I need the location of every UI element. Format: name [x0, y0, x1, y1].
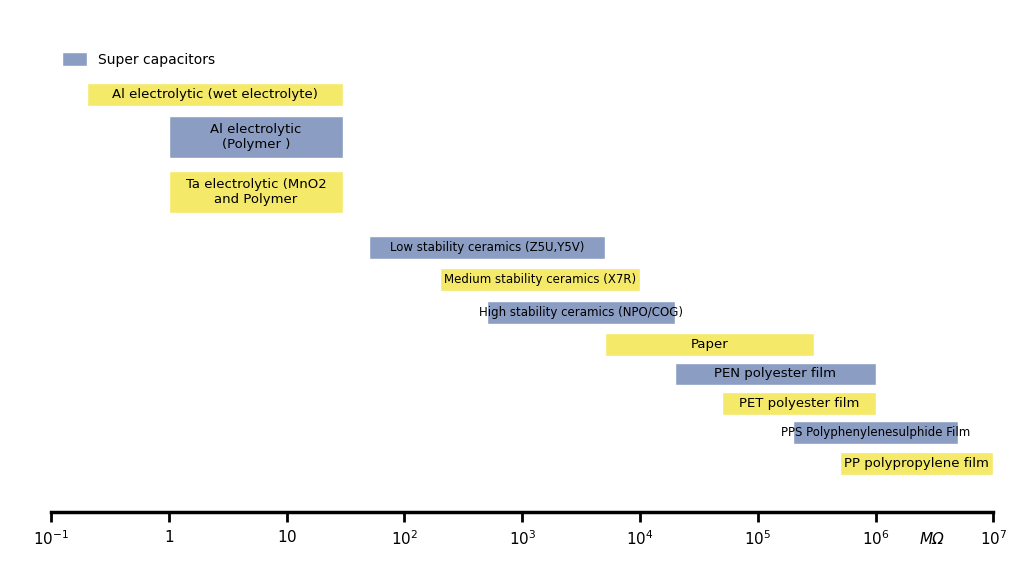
Bar — [840, 452, 993, 475]
Bar — [169, 115, 343, 158]
Text: PEN polyester film: PEN polyester film — [715, 367, 837, 381]
Text: Ta electrolytic (MnO2
and Polymer: Ta electrolytic (MnO2 and Polymer — [185, 178, 327, 206]
Text: PPS Polyphenylenesulphide Film: PPS Polyphenylenesulphide Film — [781, 426, 970, 439]
Bar — [722, 392, 876, 414]
Bar — [87, 83, 343, 106]
Text: Al electrolytic (wet electrolyte): Al electrolytic (wet electrolyte) — [112, 88, 317, 101]
Text: PP polypropylene film: PP polypropylene film — [844, 457, 989, 470]
Text: Paper: Paper — [690, 338, 728, 351]
Bar — [169, 171, 343, 213]
Bar — [440, 268, 640, 291]
Text: PET polyester film: PET polyester film — [738, 397, 859, 410]
Bar — [369, 236, 604, 258]
Text: Al electrolytic
(Polymer ): Al electrolytic (Polymer ) — [210, 123, 302, 151]
Bar — [676, 363, 876, 385]
Text: Low stability ceramics (Z5U,Y5V): Low stability ceramics (Z5U,Y5V) — [389, 241, 584, 254]
Text: Medium stability ceramics (X7R): Medium stability ceramics (X7R) — [443, 273, 636, 286]
Text: MΩ: MΩ — [920, 533, 944, 547]
Legend: Super capacitors: Super capacitors — [58, 48, 220, 71]
Bar — [486, 301, 676, 324]
Bar — [794, 421, 957, 444]
Bar — [604, 333, 814, 356]
Text: High stability ceramics (NPO/COG): High stability ceramics (NPO/COG) — [479, 306, 683, 319]
